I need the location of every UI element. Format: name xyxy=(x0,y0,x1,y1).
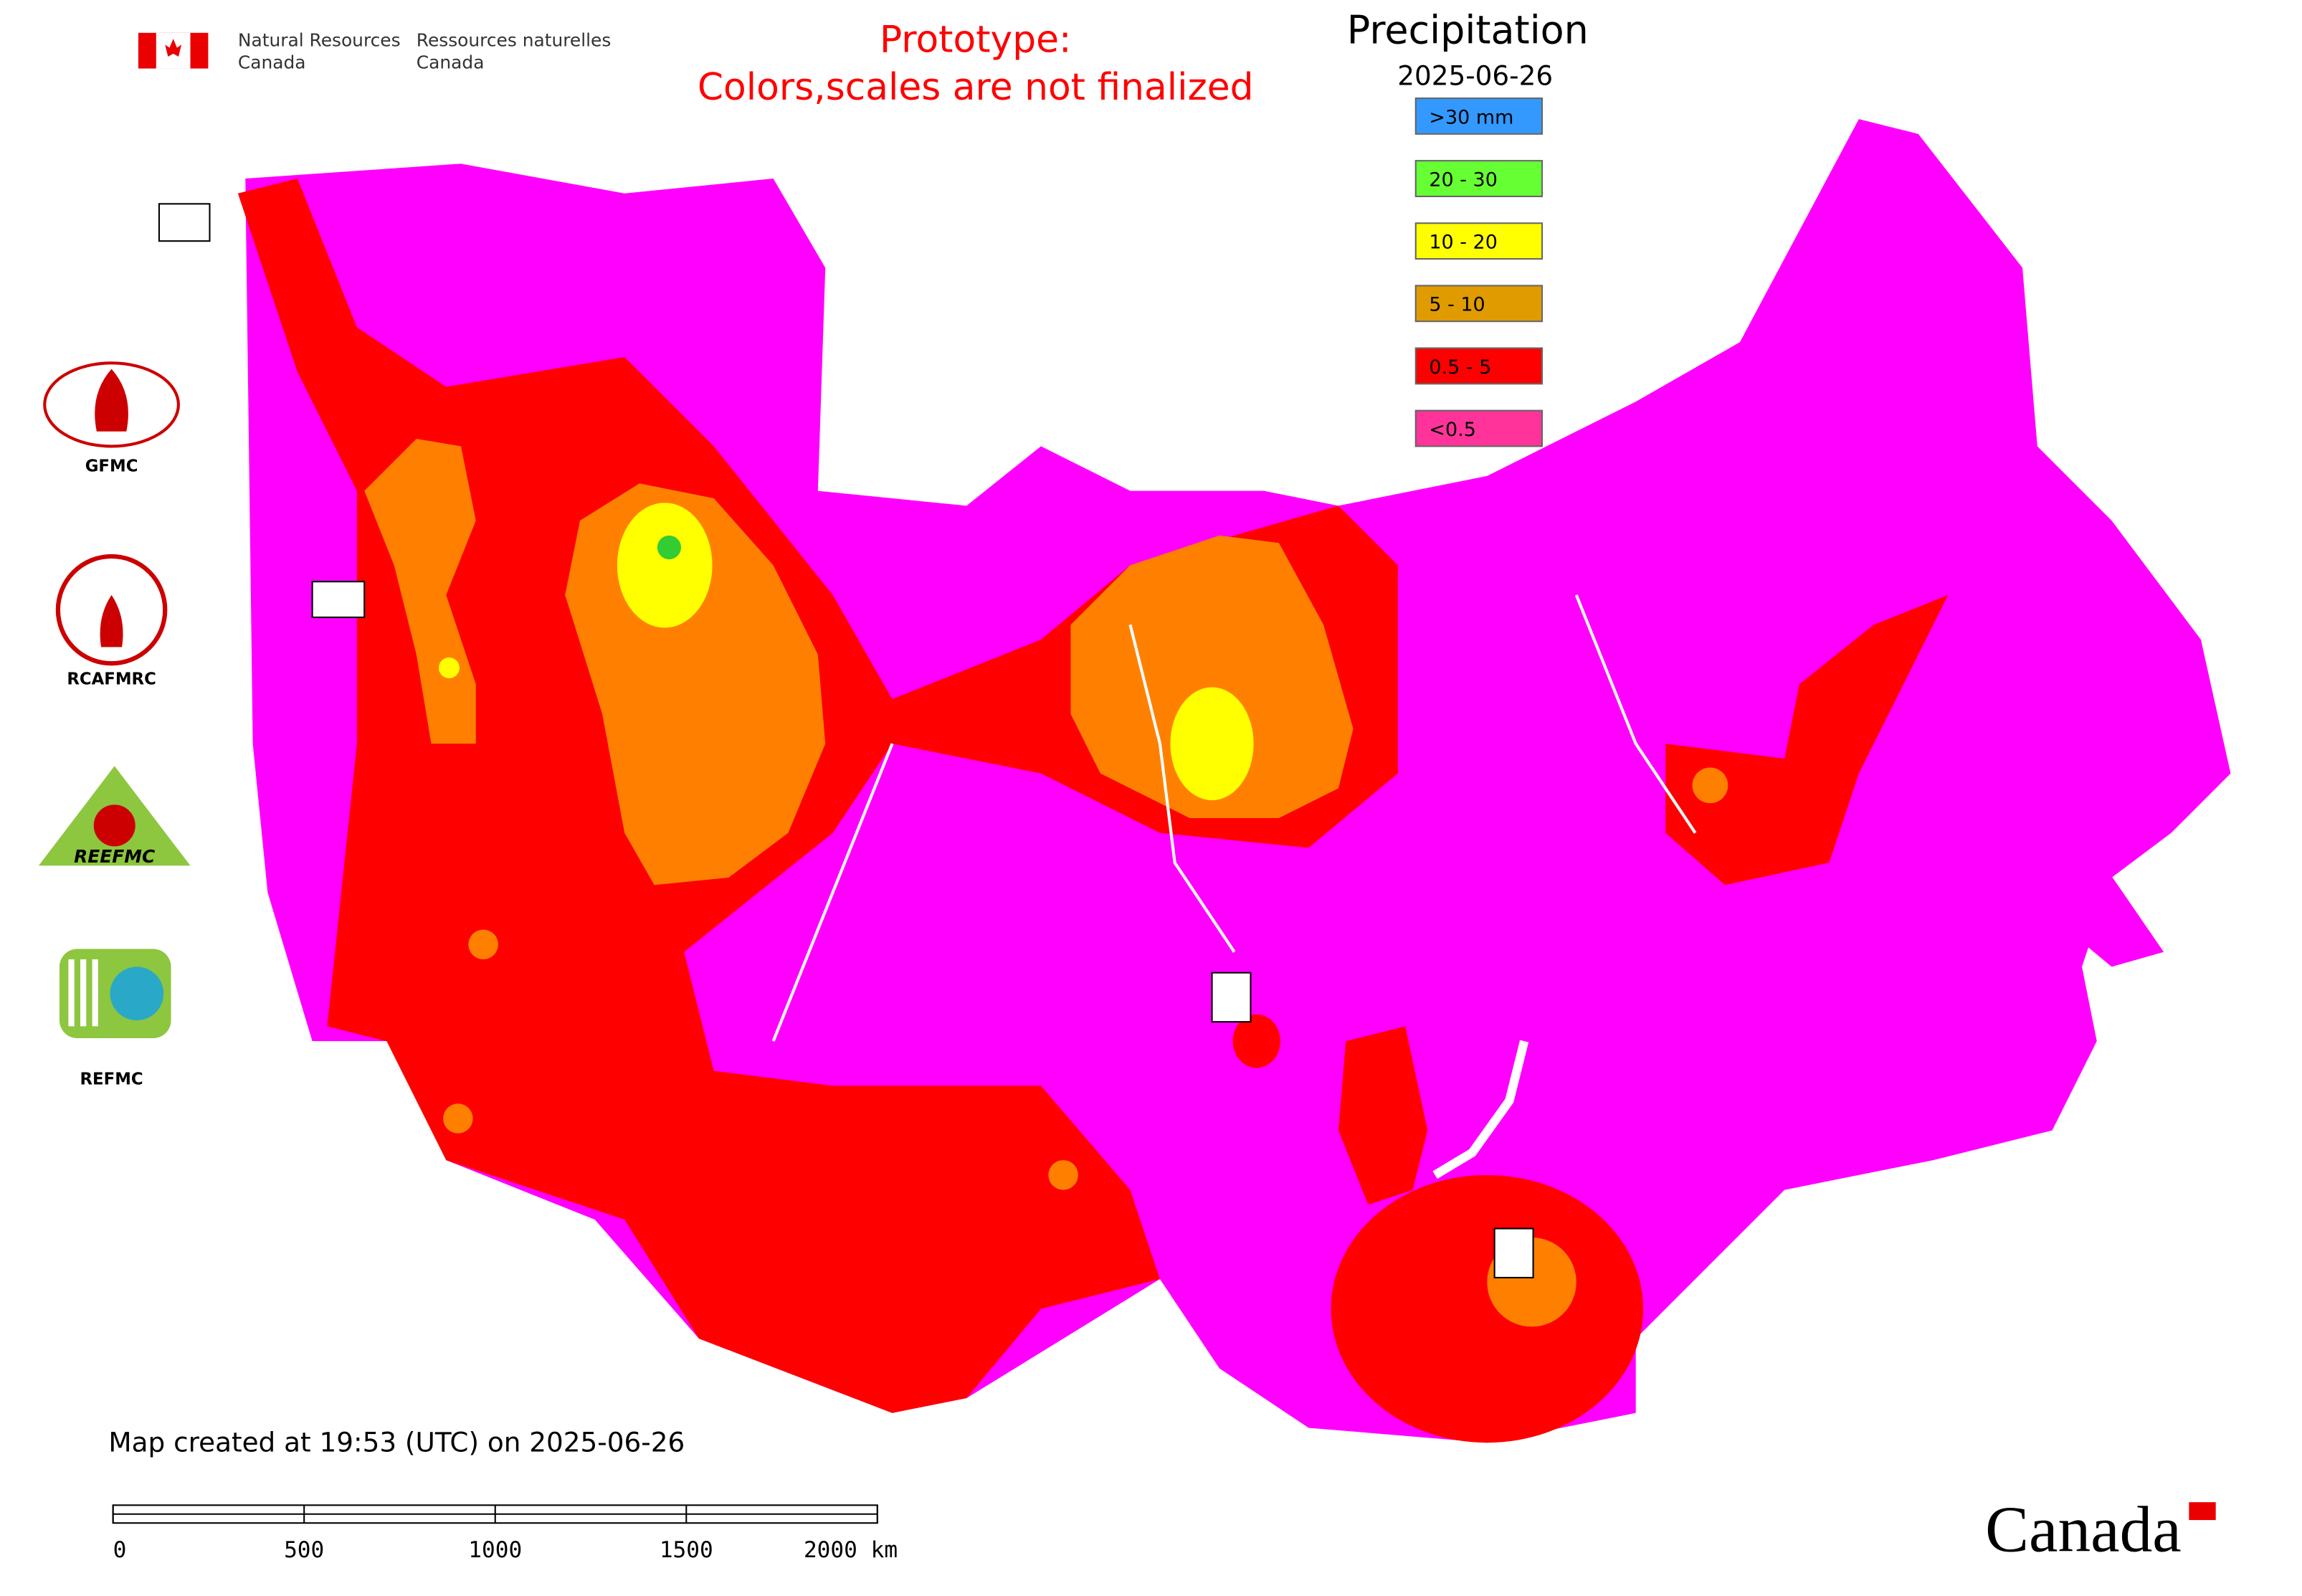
river xyxy=(771,594,1697,1042)
legend-label: 5 - 10 xyxy=(1429,294,1485,316)
legend-swatch xyxy=(1414,409,1544,447)
logo-refmc xyxy=(110,966,164,1021)
land-moderate-rain xyxy=(1692,767,1728,804)
notice: Prototype: xyxy=(880,19,1072,62)
scale-label: 1500 xyxy=(660,1537,713,1563)
wordmark-flag xyxy=(2189,1502,2216,1521)
logo-label: REEFMC xyxy=(74,846,156,867)
legend-label: 20 - 30 xyxy=(1429,168,1497,191)
logo-reefmc xyxy=(93,804,135,847)
scale-label: 2000 km xyxy=(804,1537,898,1563)
map-marker xyxy=(158,203,211,242)
land-light-rain xyxy=(237,179,1398,1413)
legend-title: Precipitation xyxy=(1347,7,1589,52)
scale-label: 500 xyxy=(284,1537,324,1563)
land-moderate-rain xyxy=(468,929,498,960)
department-en: Natural Resources xyxy=(238,29,401,50)
department-fr: Ressources naturelles xyxy=(417,29,612,50)
logo-rcafmrc xyxy=(100,594,123,647)
logo-label: GFMC xyxy=(85,457,138,476)
logo-label: RCAFMRC xyxy=(67,670,156,688)
map-area xyxy=(237,119,2231,1443)
legend-label: >30 mm xyxy=(1429,106,1513,128)
department-en: Canada xyxy=(238,52,306,73)
footer: Map created at 19:53 (UTC) on 2025-06-26… xyxy=(108,1427,2216,1566)
logo-refmc xyxy=(68,959,98,1027)
map-marker xyxy=(1211,972,1252,1023)
land-moderate-rain xyxy=(1070,535,1354,819)
legend-label: <0.5 xyxy=(1429,419,1475,441)
legend-swatch xyxy=(1414,160,1544,197)
flag-leaf xyxy=(165,39,182,57)
land-light-rain xyxy=(1665,594,1949,885)
logo-label: REFMC xyxy=(80,1070,143,1088)
department-fr: Canada xyxy=(417,52,485,73)
scale-label: 1000 xyxy=(468,1537,522,1563)
legend-label: 0.5 - 5 xyxy=(1429,356,1491,379)
lake-baikal xyxy=(1432,1040,1529,1179)
land-heavy-rain xyxy=(617,503,713,628)
notice: Colors,scales are not finalized xyxy=(698,66,1254,109)
land-moderate-rain xyxy=(443,1103,473,1134)
created-note: Map created at 19:53 (UTC) on 2025-06-26 xyxy=(108,1427,685,1458)
land-moderate-rain xyxy=(1048,1160,1078,1190)
wordmark: Canada xyxy=(1985,1493,2182,1566)
legend-swatch xyxy=(1414,98,1544,135)
legend-label: 10 - 20 xyxy=(1429,232,1497,254)
legend-swatch xyxy=(1414,285,1544,323)
logo-gfmc xyxy=(43,361,180,448)
legend-date: 2025-06-26 xyxy=(1397,60,1553,91)
map-marker xyxy=(1493,1227,1534,1278)
legend-swatch xyxy=(1414,222,1544,260)
logo-gfmc xyxy=(95,369,128,432)
land-very-heavy-rain xyxy=(657,535,682,560)
land-light-rain xyxy=(1232,1014,1280,1068)
land-dry xyxy=(1992,803,2164,967)
land-heavy-rain xyxy=(438,657,460,679)
map-marker xyxy=(311,581,366,619)
legend: Precipitation 2025-06-26 >30 mm 20 - 30 10… xyxy=(1347,7,1589,447)
land-light-rain xyxy=(1331,1174,1644,1443)
logos: GFMC RCAFMRC REEFMC REFMC xyxy=(38,361,191,1088)
header: Natural Resources Canada Ressources natu… xyxy=(138,19,1254,109)
land-heavy-rain xyxy=(1170,687,1254,801)
land-light-rain xyxy=(1338,1026,1428,1205)
scale-label: 0 xyxy=(113,1537,127,1563)
legend-swatch xyxy=(1414,347,1544,385)
